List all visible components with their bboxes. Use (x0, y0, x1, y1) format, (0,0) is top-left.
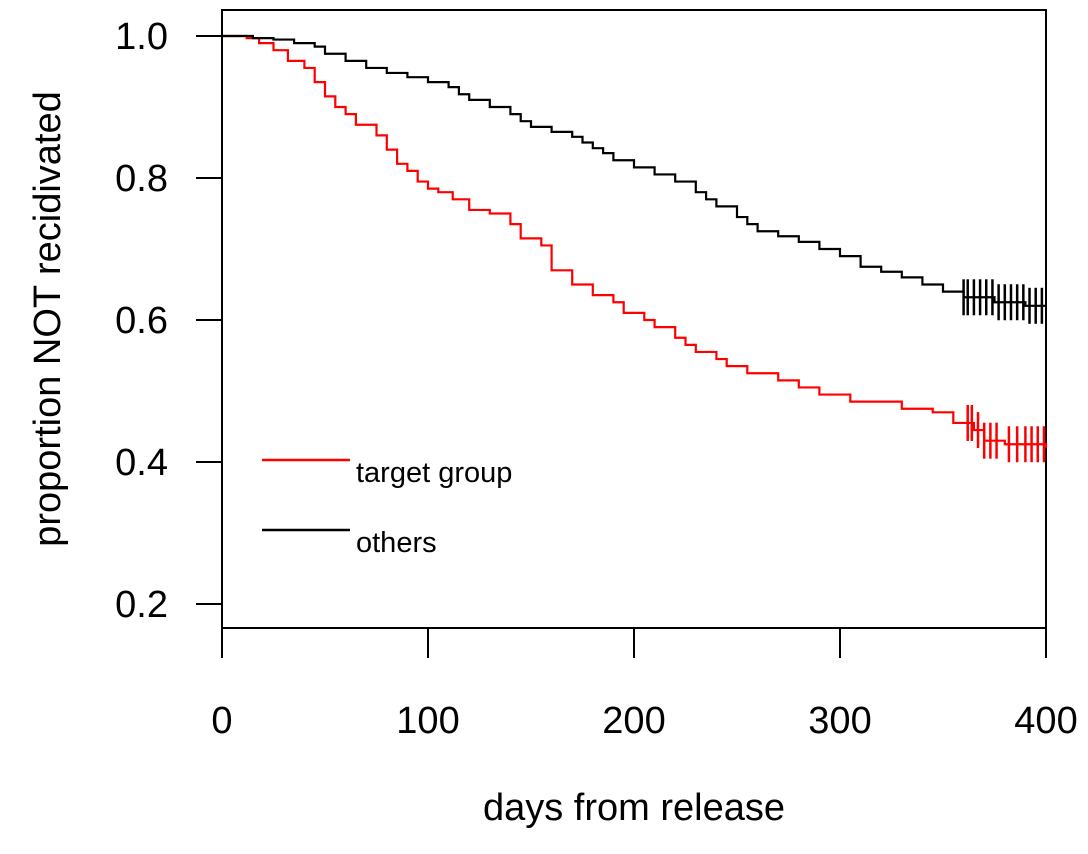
y-axis-title: proportion NOT recidivated (27, 91, 69, 547)
x-tick-label: 300 (808, 700, 871, 742)
y-tick-label: 0.4 (115, 442, 168, 484)
y-tick-label: 0.2 (115, 584, 168, 626)
series-layer (222, 34, 1048, 463)
x-tick-label: 100 (396, 700, 459, 742)
series-target-group (222, 34, 1048, 463)
legend-label: others (356, 527, 437, 559)
y-axis: 0.2 0.4 0.6 0.8 1.0 (115, 16, 222, 626)
x-axis-title: days from release (483, 787, 785, 829)
y-tick-label: 1.0 (115, 16, 168, 58)
y-tick-label: 0.6 (115, 300, 168, 342)
x-tick-label: 0 (211, 700, 232, 742)
y-tick-label: 0.8 (115, 158, 168, 200)
x-tick-label: 200 (602, 700, 665, 742)
legend-label: target group (356, 457, 512, 489)
series-line (222, 34, 1048, 448)
x-axis: 0 100 200 300 400 (211, 628, 1078, 742)
plot-frame (221, 9, 1047, 629)
series-others (222, 34, 1046, 324)
series-line (222, 34, 1046, 307)
x-tick-label: 400 (1014, 700, 1077, 742)
legend: target group others (262, 457, 512, 559)
